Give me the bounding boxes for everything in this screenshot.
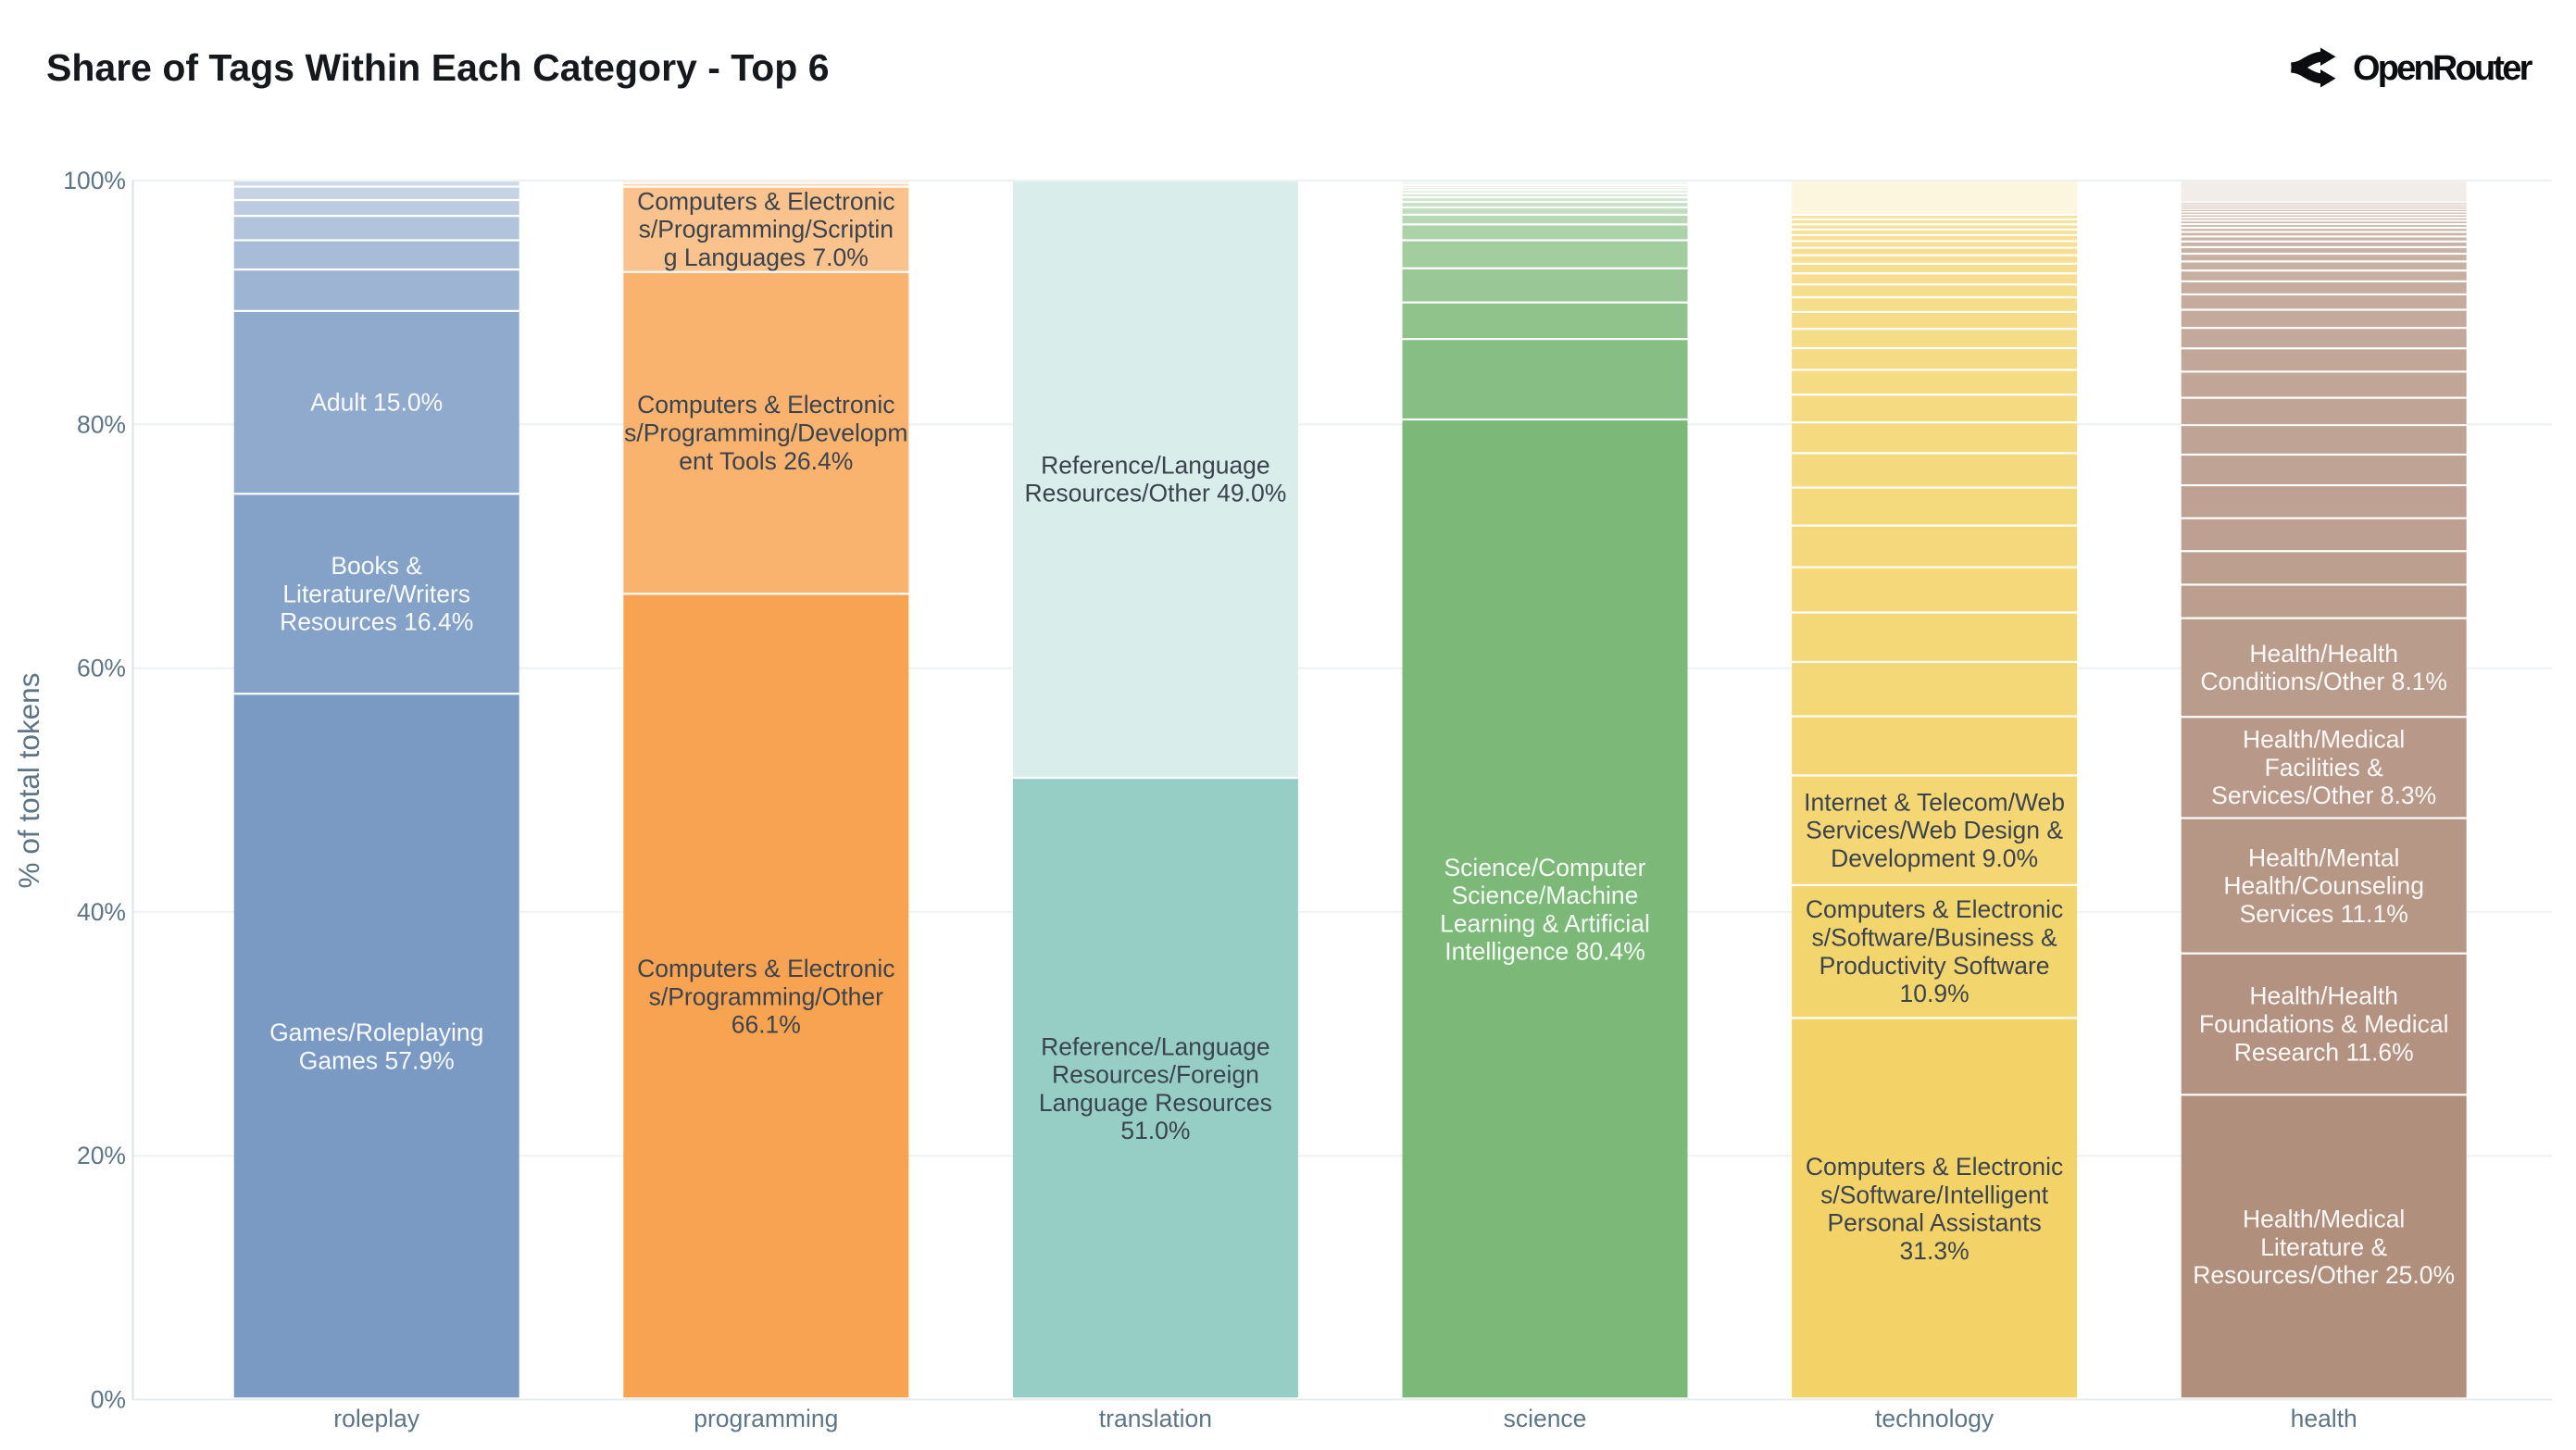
svg-text:40%: 40%	[77, 898, 126, 926]
svg-text:80%: 80%	[77, 410, 126, 438]
svg-text:Health/Health: Health/Health	[2249, 982, 2398, 1010]
svg-text:ent Tools 26.4%: ent Tools 26.4%	[679, 447, 853, 475]
svg-text:s/Programming/Other: s/Programming/Other	[649, 982, 883, 1010]
svg-text:66.1%: 66.1%	[732, 1011, 801, 1039]
svg-text:Science/Computer: Science/Computer	[1444, 854, 1646, 881]
svg-text:10.9%: 10.9%	[1900, 980, 1970, 1007]
svg-text:% of total tokens: % of total tokens	[12, 673, 45, 889]
svg-text:Reference/Language: Reference/Language	[1041, 451, 1270, 479]
svg-text:s/Programming/Developm: s/Programming/Developm	[624, 419, 907, 447]
svg-text:s/Software/Business &: s/Software/Business &	[1812, 924, 2057, 952]
svg-text:Intelligence 80.4%: Intelligence 80.4%	[1444, 938, 1645, 966]
svg-text:Games/Roleplaying: Games/Roleplaying	[269, 1019, 483, 1046]
svg-text:Productivity Software: Productivity Software	[1819, 952, 2050, 980]
svg-text:Resources 16.4%: Resources 16.4%	[280, 608, 473, 636]
svg-text:Resources/Foreign: Resources/Foreign	[1052, 1061, 1259, 1089]
svg-text:Services/Web Design &: Services/Web Design &	[1806, 817, 2063, 844]
svg-text:Resources/Other 25.0%: Resources/Other 25.0%	[2193, 1261, 2455, 1289]
svg-text:31.3%: 31.3%	[1900, 1237, 1970, 1265]
svg-text:Games 57.9%: Games 57.9%	[299, 1047, 455, 1075]
svg-text:health: health	[2291, 1405, 2357, 1432]
svg-text:Conditions/Other 8.1%: Conditions/Other 8.1%	[2200, 668, 2447, 695]
svg-text:s/Software/Intelligent: s/Software/Intelligent	[1820, 1181, 2049, 1208]
svg-text:Facilities &: Facilities &	[2265, 754, 2383, 781]
svg-text:Computers & Electronic: Computers & Electronic	[637, 955, 894, 982]
svg-text:science: science	[1504, 1405, 1587, 1432]
svg-text:Literature &: Literature &	[2260, 1233, 2387, 1261]
svg-text:g Languages 7.0%: g Languages 7.0%	[664, 244, 869, 271]
svg-text:Health/Mental: Health/Mental	[2248, 844, 2400, 871]
svg-text:Development 9.0%: Development 9.0%	[1831, 844, 2038, 872]
svg-text:Reference/Language: Reference/Language	[1041, 1032, 1270, 1060]
svg-text:20%: 20%	[77, 1142, 126, 1169]
svg-text:Computers & Electronic: Computers & Electronic	[1806, 1153, 2063, 1181]
svg-text:Computers & Electronic: Computers & Electronic	[637, 391, 894, 419]
svg-text:Health/Counseling: Health/Counseling	[2223, 872, 2424, 900]
svg-text:Computers & Electronic: Computers & Electronic	[637, 187, 894, 215]
svg-text:0%: 0%	[91, 1386, 126, 1414]
svg-text:programming: programming	[694, 1405, 838, 1432]
svg-text:Health/Health: Health/Health	[2249, 640, 2398, 668]
svg-text:51.0%: 51.0%	[1120, 1117, 1190, 1144]
svg-text:Literature/Writers: Literature/Writers	[282, 580, 470, 607]
svg-text:Health/Medical: Health/Medical	[2243, 726, 2405, 754]
svg-text:Resources/Other 49.0%: Resources/Other 49.0%	[1024, 480, 1286, 507]
svg-text:Research 11.6%: Research 11.6%	[2234, 1038, 2414, 1066]
svg-text:Language Resources: Language Resources	[1039, 1089, 1272, 1117]
svg-text:Health/Medical: Health/Medical	[2243, 1206, 2405, 1233]
svg-text:s/Programming/Scriptin: s/Programming/Scriptin	[639, 216, 894, 244]
svg-text:100%: 100%	[63, 167, 126, 194]
svg-text:Adult 15.0%: Adult 15.0%	[310, 389, 443, 417]
svg-text:60%: 60%	[77, 655, 126, 682]
svg-text:translation: translation	[1099, 1405, 1212, 1432]
svg-text:Books &: Books &	[331, 552, 422, 580]
svg-text:Science/Machine: Science/Machine	[1452, 881, 1639, 909]
svg-text:technology: technology	[1875, 1405, 1995, 1432]
svg-text:Internet & Telecom/Web: Internet & Telecom/Web	[1804, 788, 2065, 816]
svg-text:Computers & Electronic: Computers & Electronic	[1806, 895, 2063, 923]
svg-text:Personal Assistants: Personal Assistants	[1827, 1209, 2041, 1237]
svg-text:Services 11.1%: Services 11.1%	[2240, 900, 2408, 928]
svg-text:Services/Other 8.3%: Services/Other 8.3%	[2211, 781, 2436, 809]
svg-text:Learning & Artificial: Learning & Artificial	[1440, 909, 1650, 937]
svg-text:Foundations & Medical: Foundations & Medical	[2199, 1010, 2449, 1038]
svg-text:roleplay: roleplay	[333, 1405, 420, 1432]
